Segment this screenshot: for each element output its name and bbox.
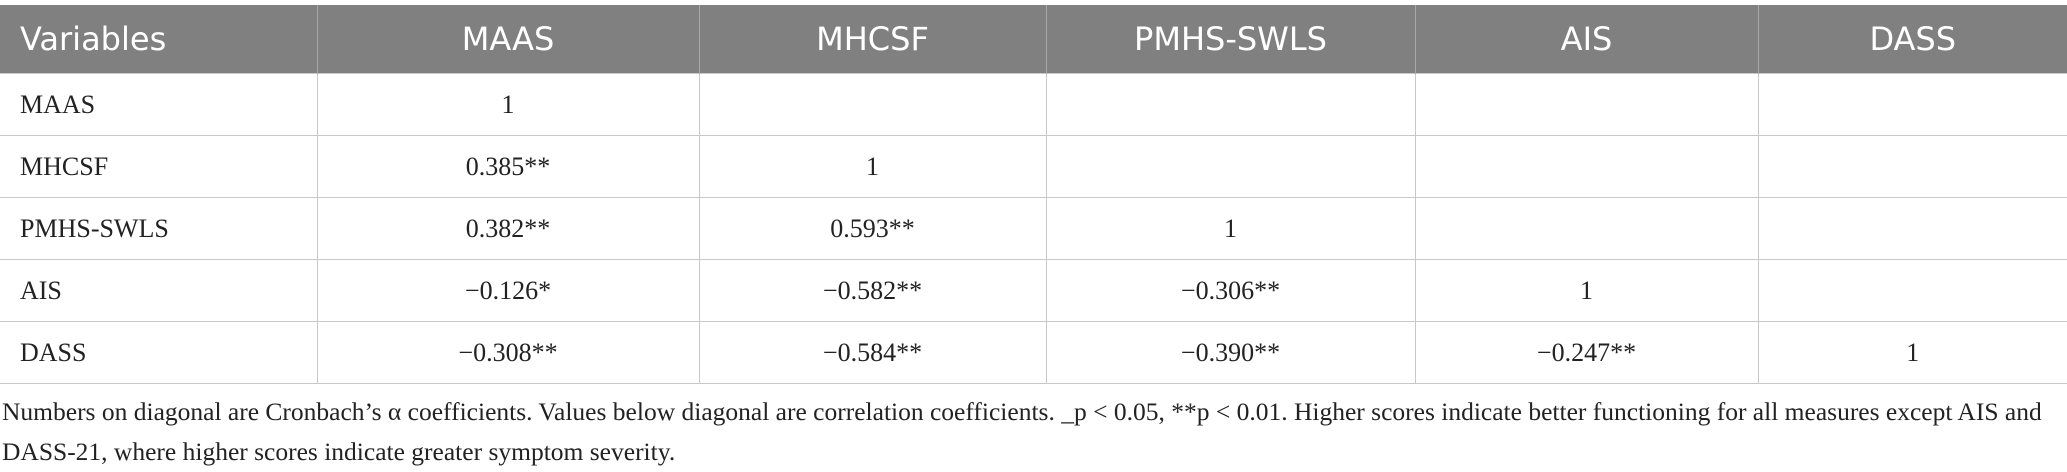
cell: 1 xyxy=(316,73,700,136)
cell xyxy=(1757,197,2067,260)
cell xyxy=(698,73,1047,136)
header-cell: MHCSF xyxy=(698,5,1046,74)
header-cell: PMHS-SWLS xyxy=(1045,5,1415,74)
cell xyxy=(1757,135,2067,198)
cell: 1 xyxy=(1757,321,2067,384)
cell xyxy=(1414,73,1759,136)
table-row: PMHS-SWLS 0.382** 0.593** 1 xyxy=(0,197,2067,260)
cell xyxy=(1757,259,2067,322)
cell xyxy=(1414,135,1759,198)
cell: −0.582** xyxy=(698,259,1047,322)
cell: 1 xyxy=(1045,197,1416,260)
correlation-table: Variables MAAS MHCSF PMHS-SWLS AIS DASS MAAS 1… xyxy=(0,5,2067,384)
cell: 0.385** xyxy=(316,135,700,198)
row-label: MAAS xyxy=(0,73,318,136)
row-label: DASS xyxy=(0,321,318,384)
cell: −0.306** xyxy=(1045,259,1416,322)
header-row: Variables MAAS MHCSF PMHS-SWLS AIS DASS xyxy=(0,5,2067,74)
cell: −0.390** xyxy=(1045,321,1416,384)
table-row: DASS −0.308** −0.584** −0.390** −0.247** 1 xyxy=(0,321,2067,384)
cell xyxy=(1757,73,2067,136)
cell: 1 xyxy=(1414,259,1759,322)
cell xyxy=(1045,73,1416,136)
table-row: MAAS 1 xyxy=(0,73,2067,136)
cell xyxy=(1045,135,1416,198)
table-row: AIS −0.126* −0.582** −0.306** 1 xyxy=(0,259,2067,322)
row-label: MHCSF xyxy=(0,135,318,198)
table-body: MAAS 1 MHCSF 0.385** 1 PMHS-SWLS 0.382** 0.593*… xyxy=(0,73,2067,384)
cell: 0.382** xyxy=(316,197,700,260)
footnote: Numbers on diagonal are Cronbach’s α coe… xyxy=(2,397,2042,466)
header-cell: DASS xyxy=(1757,5,2067,74)
header-cell: Variables xyxy=(0,5,317,74)
row-label: PMHS-SWLS xyxy=(0,197,318,260)
row-label: AIS xyxy=(0,259,318,322)
table-row: MHCSF 0.385** 1 xyxy=(0,135,2067,198)
header-cell: MAAS xyxy=(316,5,699,74)
cell xyxy=(1414,197,1759,260)
cell: 0.593** xyxy=(698,197,1047,260)
cell: −0.308** xyxy=(316,321,700,384)
cell: −0.584** xyxy=(698,321,1047,384)
cell: −0.247** xyxy=(1414,321,1759,384)
cell: 1 xyxy=(698,135,1047,198)
header-cell: AIS xyxy=(1414,5,1758,74)
cell: −0.126* xyxy=(316,259,700,322)
